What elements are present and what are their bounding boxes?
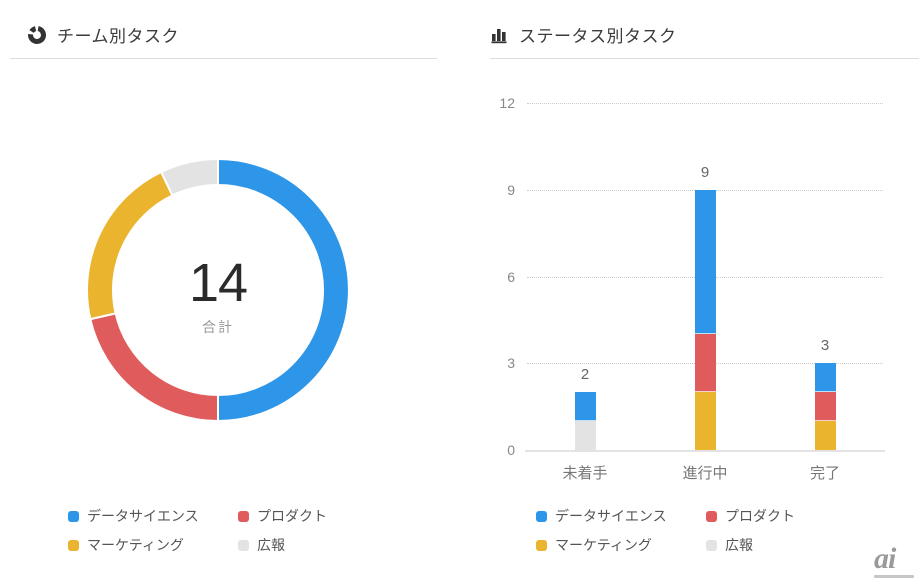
legend-item-広報[interactable]: 広報 <box>706 535 795 555</box>
bar-segment-完了-データサイエンス[interactable] <box>814 363 836 393</box>
left-panel-divider <box>10 58 437 59</box>
x-axis-label-進行中: 進行中 <box>682 465 728 482</box>
status-chart-legend: データサイエンス プロダクトマーケティング 広報 <box>536 506 795 555</box>
legend-label: プロダクト <box>257 508 327 524</box>
team-donut-chart <box>86 158 350 422</box>
bar-value-label-進行中: 9 <box>700 163 710 181</box>
legend-swatch <box>536 540 547 551</box>
legend-label: プロダクト <box>725 508 795 524</box>
bar-segment-進行中-データサイエンス[interactable] <box>694 189 716 335</box>
legend-swatch <box>706 540 717 551</box>
legend-label: マーケティング <box>555 537 652 553</box>
y-axis-tick-9: 9 <box>507 181 515 198</box>
x-axis-label-完了: 完了 <box>809 465 840 482</box>
bar-segment-未着手-データサイエンス[interactable] <box>574 392 596 422</box>
x-axis-label-未着手: 未着手 <box>562 465 608 482</box>
team-chart-legend: データサイエンス プロダクトマーケティング 広報 <box>68 506 327 555</box>
legend-label: データサイエンス <box>555 508 667 524</box>
legend-label: データサイエンス <box>87 508 199 524</box>
legend-swatch <box>68 540 79 551</box>
bar-segment-完了-プロダクト[interactable] <box>814 392 836 422</box>
legend-swatch <box>536 511 547 522</box>
donut-total-value: 14 <box>188 253 248 313</box>
legend-item-プロダクト[interactable]: プロダクト <box>238 506 327 526</box>
watermark-text: ai <box>874 542 896 575</box>
legend-item-マーケティング[interactable]: マーケティング <box>536 535 706 555</box>
bar-segment-未着手-広報[interactable] <box>574 421 596 450</box>
legend-item-データサイエンス[interactable]: データサイエンス <box>68 506 238 526</box>
y-axis-tick-3: 3 <box>507 355 515 372</box>
right-panel-divider <box>490 58 919 59</box>
legend-item-プロダクト[interactable]: プロダクト <box>706 506 795 526</box>
y-axis-tick-6: 6 <box>507 268 515 285</box>
y-axis-tick-12: 12 <box>499 95 515 111</box>
team-chart-title: チーム別タスク <box>57 27 179 46</box>
bar-segment-完了-マーケティング[interactable] <box>814 421 836 450</box>
watermark: ai <box>874 544 914 578</box>
donut-segment-広報[interactable] <box>160 158 219 197</box>
legend-label: 広報 <box>725 537 753 553</box>
donut-segment-データサイエンス[interactable] <box>217 158 350 422</box>
legend-item-広報[interactable]: 広報 <box>238 535 327 555</box>
legend-item-マーケティング[interactable]: マーケティング <box>68 535 238 555</box>
x-axis-line <box>525 450 885 452</box>
watermark-subtext <box>874 575 914 578</box>
donut-chart-icon <box>28 25 46 44</box>
donut-center: 14 合計 <box>118 253 318 335</box>
legend-swatch <box>68 511 79 522</box>
bar-segment-進行中-マーケティング[interactable] <box>694 392 716 450</box>
y-axis-tick-0: 0 <box>507 442 515 458</box>
status-bar-chart: 0 3 6 9 12 2 未着手 9 進行中 3 完了 <box>499 95 885 482</box>
bar-segment-進行中-プロダクト[interactable] <box>694 334 716 393</box>
legend-label: マーケティング <box>87 537 184 553</box>
legend-swatch <box>238 540 249 551</box>
legend-item-データサイエンス[interactable]: データサイエンス <box>536 506 706 526</box>
donut-total-label: 合計 <box>202 319 234 335</box>
bar-chart-icon <box>491 28 507 43</box>
bar-value-label-完了: 3 <box>820 337 830 355</box>
legend-swatch <box>238 511 249 522</box>
status-chart-header: ステータス別タスク <box>489 22 677 47</box>
legend-swatch <box>706 511 717 522</box>
legend-label: 広報 <box>257 537 285 553</box>
team-chart-header: チーム別タスク <box>27 22 179 47</box>
gridline-y12 <box>527 103 883 104</box>
status-chart-title: ステータス別タスク <box>519 27 677 46</box>
bar-value-label-未着手: 2 <box>580 366 590 384</box>
